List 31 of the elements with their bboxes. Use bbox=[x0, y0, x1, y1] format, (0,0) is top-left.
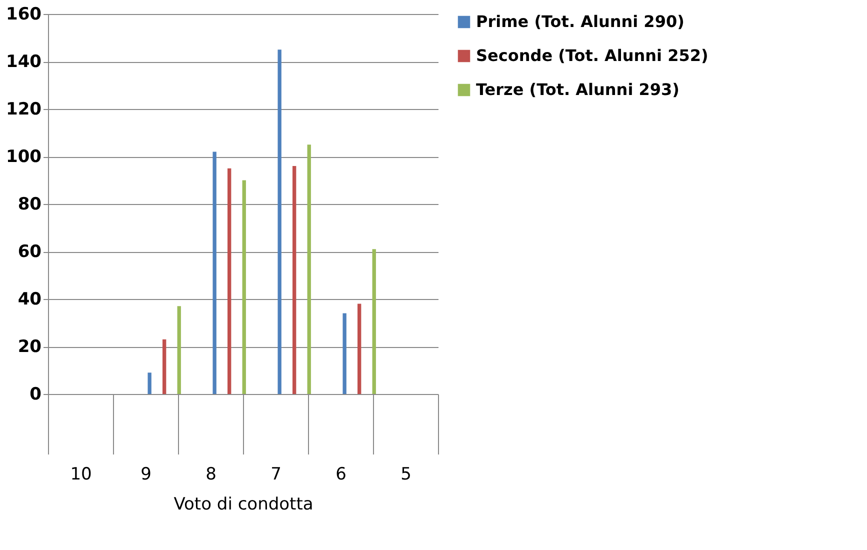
bar bbox=[227, 168, 232, 394]
bar bbox=[242, 180, 246, 394]
y-tick-label: 140 bbox=[6, 52, 42, 72]
y-tick-label: 20 bbox=[18, 337, 42, 357]
legend-label: Seconde (Tot. Alunni 252) bbox=[476, 46, 708, 65]
bar bbox=[307, 144, 311, 394]
x-tick-label: 10 bbox=[70, 464, 92, 484]
y-tick-label: 160 bbox=[6, 4, 42, 24]
bar bbox=[177, 306, 181, 394]
y-tick-label: 120 bbox=[6, 100, 42, 120]
x-axis-title: Voto di condotta bbox=[174, 494, 314, 514]
bar bbox=[342, 313, 346, 394]
y-tick-label: 100 bbox=[6, 147, 42, 167]
y-tick-label: 80 bbox=[18, 194, 42, 214]
bar bbox=[148, 372, 152, 394]
legend-label: Prime (Tot. Alunni 290) bbox=[476, 12, 684, 31]
legend-label: Terze (Tot. Alunni 293) bbox=[476, 80, 680, 99]
bar bbox=[357, 304, 362, 394]
x-tick-label: 8 bbox=[206, 464, 216, 484]
bar bbox=[372, 249, 376, 394]
bar bbox=[212, 152, 216, 394]
y-tick-label: 60 bbox=[18, 242, 42, 262]
bar bbox=[292, 166, 296, 394]
x-tick-label: 9 bbox=[140, 464, 152, 484]
x-tick-label: 5 bbox=[400, 464, 412, 484]
y-tick-label: 0 bbox=[30, 384, 42, 404]
x-tick-label: 7 bbox=[270, 464, 282, 484]
bar bbox=[162, 339, 166, 394]
bar bbox=[278, 50, 282, 394]
x-tick-label: 6 bbox=[336, 464, 346, 484]
y-tick-label: 40 bbox=[18, 290, 42, 310]
